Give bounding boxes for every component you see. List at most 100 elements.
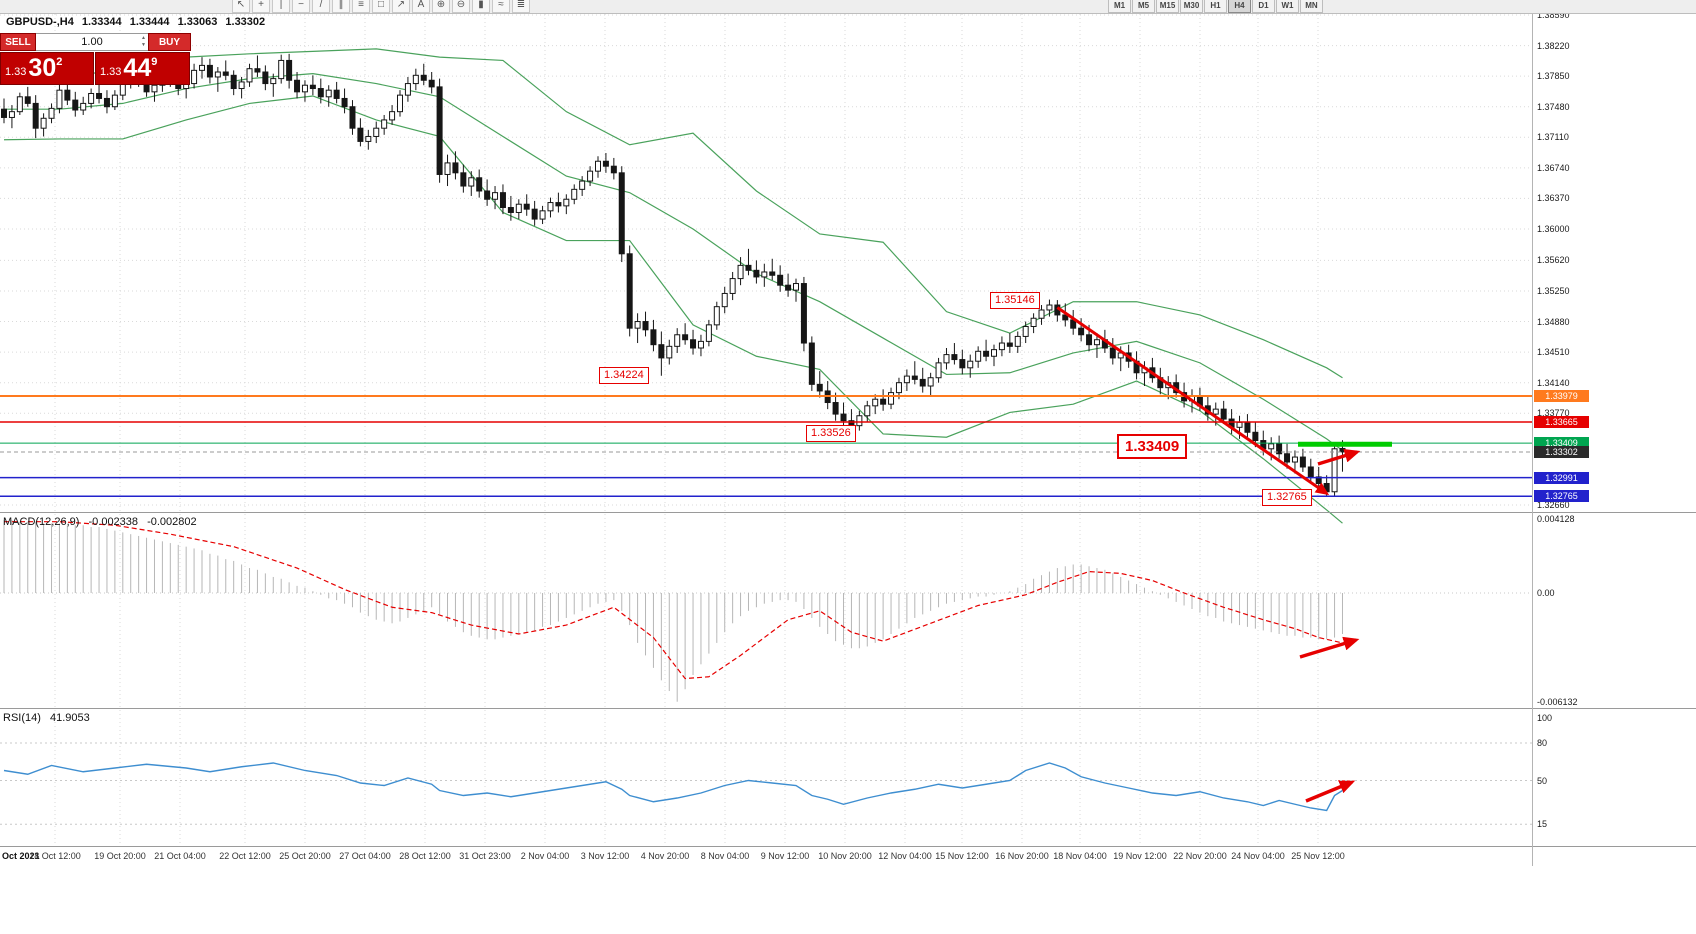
direction-arrow[interactable] (1317, 448, 1361, 466)
cursor-icon[interactable]: ↖ (232, 0, 250, 13)
candle (1220, 400, 1227, 425)
candle (626, 245, 633, 337)
candle (587, 166, 594, 187)
line-chart-view-icon[interactable]: ≈ (492, 0, 510, 13)
candle (230, 70, 237, 96)
candle (32, 95, 39, 139)
sell-button[interactable]: SELL (0, 33, 36, 51)
candle (745, 248, 752, 276)
timeframe-h1-button[interactable]: H1 (1204, 0, 1227, 13)
timeframe-h4-button[interactable]: H4 (1228, 0, 1251, 13)
timeframe-d1-button[interactable]: D1 (1252, 0, 1275, 13)
candle (832, 392, 839, 421)
horizontal-line-icon[interactable]: − (292, 0, 310, 13)
vertical-line-icon[interactable]: | (272, 0, 290, 13)
lot-size-value: 1.00 (81, 36, 103, 48)
candle (539, 205, 546, 225)
candle (1062, 303, 1069, 327)
candle (571, 184, 578, 205)
candle (816, 371, 823, 398)
timeframe-m30-button[interactable]: M30 (1180, 0, 1203, 13)
candle (903, 369, 910, 391)
candle (492, 186, 499, 210)
candle (1006, 333, 1013, 353)
candle (1046, 299, 1053, 317)
direction-arrow[interactable] (1305, 780, 1356, 803)
candle (349, 100, 356, 135)
candle (1244, 414, 1251, 438)
candle (412, 68, 419, 91)
candle (72, 91, 79, 117)
sell-price-prefix: 1.33 (5, 65, 27, 78)
rsi-line (3, 762, 1343, 812)
candle (286, 53, 293, 89)
rectangle-icon[interactable]: □ (372, 0, 390, 13)
fibonacci-icon[interactable]: ≡ (352, 0, 370, 13)
buy-price-button[interactable]: 1.33 44 9 (95, 52, 190, 85)
candle (48, 103, 55, 124)
candle (547, 197, 554, 218)
candle (943, 347, 950, 370)
timeframe-m1-button[interactable]: M1 (1108, 0, 1131, 13)
lot-spinner[interactable]: ▲ ▼ (141, 35, 146, 48)
timeframe-w1-button[interactable]: W1 (1276, 0, 1299, 13)
buy-price-pips: 44 (123, 54, 152, 82)
candle (721, 286, 728, 314)
direction-arrow[interactable] (1299, 636, 1360, 659)
toolbar-icons: ↖ + | − / ∥ ≡ □ ↗ A ⊕ ⊖ ▮ ≈ ≣ (232, 0, 532, 13)
trendline-icon[interactable]: / (312, 0, 330, 13)
candle (238, 76, 245, 99)
candle (1030, 313, 1037, 334)
candle (785, 273, 792, 297)
crosshair-icon[interactable]: + (252, 0, 270, 13)
bollinger-lower-band (3, 95, 1343, 524)
candle (294, 72, 301, 99)
candle (880, 389, 887, 411)
candle (658, 331, 665, 376)
toolbar: ↖ + | − / ∥ ≡ □ ↗ A ⊕ ⊖ ▮ ≈ ≣ M1 M5 M15 M30 H1 H4 D1 W1 MN (0, 0, 1696, 14)
candle (793, 278, 799, 302)
candle (214, 67, 221, 92)
candlestick-view-icon[interactable]: ▮ (472, 0, 490, 13)
candle (729, 271, 736, 301)
one-click-trading-panel: SELL 1.00 ▲ ▼ BUY 1.33 30 2 1.33 44 9 (0, 33, 191, 85)
timeframe-m15-button[interactable]: M15 (1156, 0, 1179, 13)
zoom-out-icon[interactable]: ⊖ (452, 0, 470, 13)
candle (515, 199, 522, 220)
candle (389, 105, 396, 125)
candle (610, 157, 617, 180)
macd-signal-value: -0.002802 (147, 516, 197, 528)
candle (975, 346, 982, 368)
candle (769, 258, 776, 281)
zoom-in-icon[interactable]: ⊕ (432, 0, 450, 13)
text-icon[interactable]: A (412, 0, 430, 13)
candle (111, 90, 118, 111)
candle (713, 301, 720, 330)
candle (579, 176, 586, 196)
timeframe-mn-button[interactable]: MN (1300, 0, 1323, 13)
arrow-tool-icon[interactable]: ↗ (392, 0, 410, 13)
candle (278, 54, 285, 84)
timeframe-m5-button[interactable]: M5 (1132, 0, 1155, 13)
equidistant-channel-icon[interactable]: ∥ (332, 0, 350, 13)
candle (951, 343, 958, 365)
candle (325, 85, 332, 107)
candle (1054, 300, 1061, 322)
candle (420, 63, 427, 86)
candle (690, 329, 697, 355)
candle (341, 88, 348, 114)
downtrend-line[interactable] (1056, 306, 1330, 496)
candle (191, 63, 198, 89)
candle (991, 344, 997, 367)
rsi-header: RSI(14) 41.9053 (3, 712, 96, 724)
buy-button[interactable]: BUY (148, 33, 191, 51)
lot-size-input[interactable]: 1.00 ▲ ▼ (36, 33, 148, 51)
candle (103, 90, 110, 114)
candle (911, 361, 918, 385)
candle (682, 323, 689, 345)
bar-chart-view-icon[interactable]: ≣ (512, 0, 530, 13)
candle (476, 169, 483, 198)
sell-price-button[interactable]: 1.33 30 2 (0, 52, 94, 85)
candle (246, 63, 253, 87)
